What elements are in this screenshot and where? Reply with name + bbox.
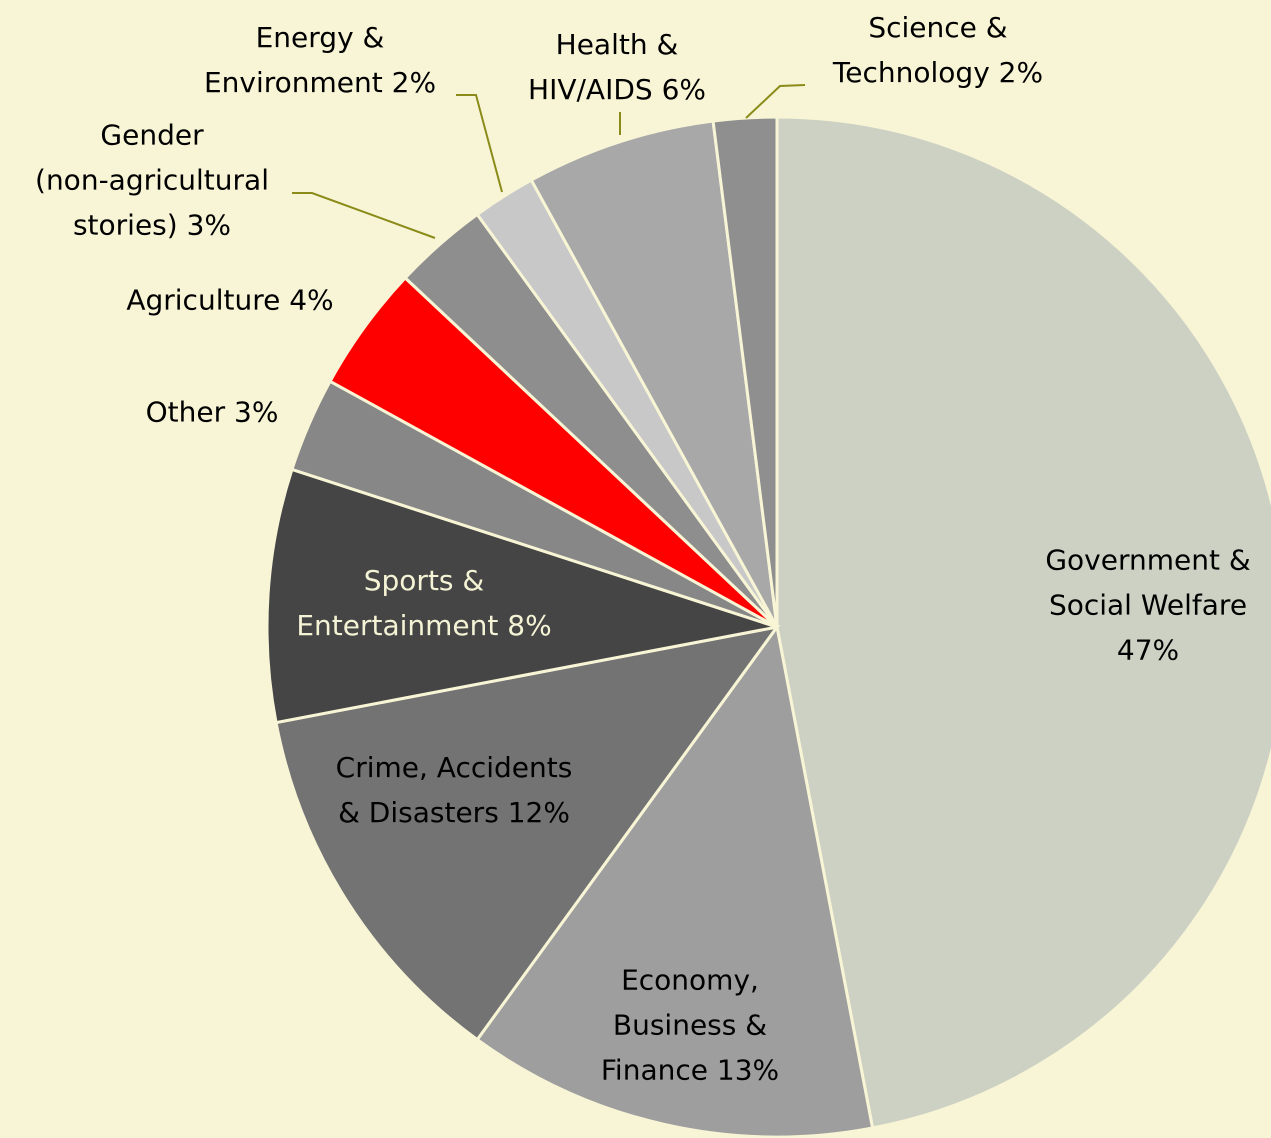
slice: [475, 623, 875, 1138]
slice: [711, 115, 779, 628]
category-label: Crime, Accidents & Disasters: [335, 751, 573, 829]
value-label: 12%: [507, 796, 570, 829]
slice-label: Health & HIV/AIDS 6%: [528, 22, 706, 112]
value-label: 13%: [716, 1053, 780, 1087]
category-label: Other: [145, 395, 226, 429]
slice-label: Economy, Business & Finance 13%: [601, 958, 779, 1093]
slice-label: Government & Social Welfare 47%: [1045, 538, 1250, 673]
value-label: 47%: [1116, 633, 1180, 667]
value-label: 2%: [998, 56, 1044, 89]
category-label: Health & HIV/AIDS: [528, 28, 679, 106]
leader-line: [745, 84, 806, 119]
category-label: Government & Social Welfare: [1045, 543, 1251, 622]
slice-label: Agriculture 4%: [126, 278, 333, 323]
slice: [775, 115, 1271, 1130]
value-label: 3%: [186, 208, 232, 242]
value-label: 3%: [234, 395, 279, 429]
slice-label: Gender (non-agricultural stories) 3%: [35, 113, 269, 248]
value-label: 4%: [289, 283, 334, 317]
slice: [265, 467, 778, 725]
leader-line: [292, 192, 436, 239]
slice-label: Other 3%: [146, 390, 279, 435]
leader-lines: [292, 84, 806, 239]
slice: [529, 119, 779, 628]
category-label: Gender (non-agricultural stories): [35, 118, 269, 242]
category-label: Science & Technology: [832, 11, 1008, 89]
value-label: 2%: [391, 66, 437, 99]
category-label: Agriculture: [126, 283, 281, 317]
value-label: 8%: [507, 609, 552, 642]
leader-line: [456, 94, 503, 193]
slice-label: Science & Technology 2%: [833, 5, 1043, 95]
category-label: Energy & Environment: [203, 21, 385, 99]
category-label: Sports & Entertainment: [296, 564, 499, 642]
slice-label: Crime, Accidents & Disasters 12%: [336, 745, 573, 835]
slice: [274, 624, 781, 1042]
value-label: 6%: [661, 73, 706, 106]
category-label: Economy, Business & Finance: [600, 963, 768, 1087]
slice-label: Sports & Entertainment 8%: [296, 558, 551, 648]
slice-label: Energy & Environment 2%: [204, 15, 436, 105]
